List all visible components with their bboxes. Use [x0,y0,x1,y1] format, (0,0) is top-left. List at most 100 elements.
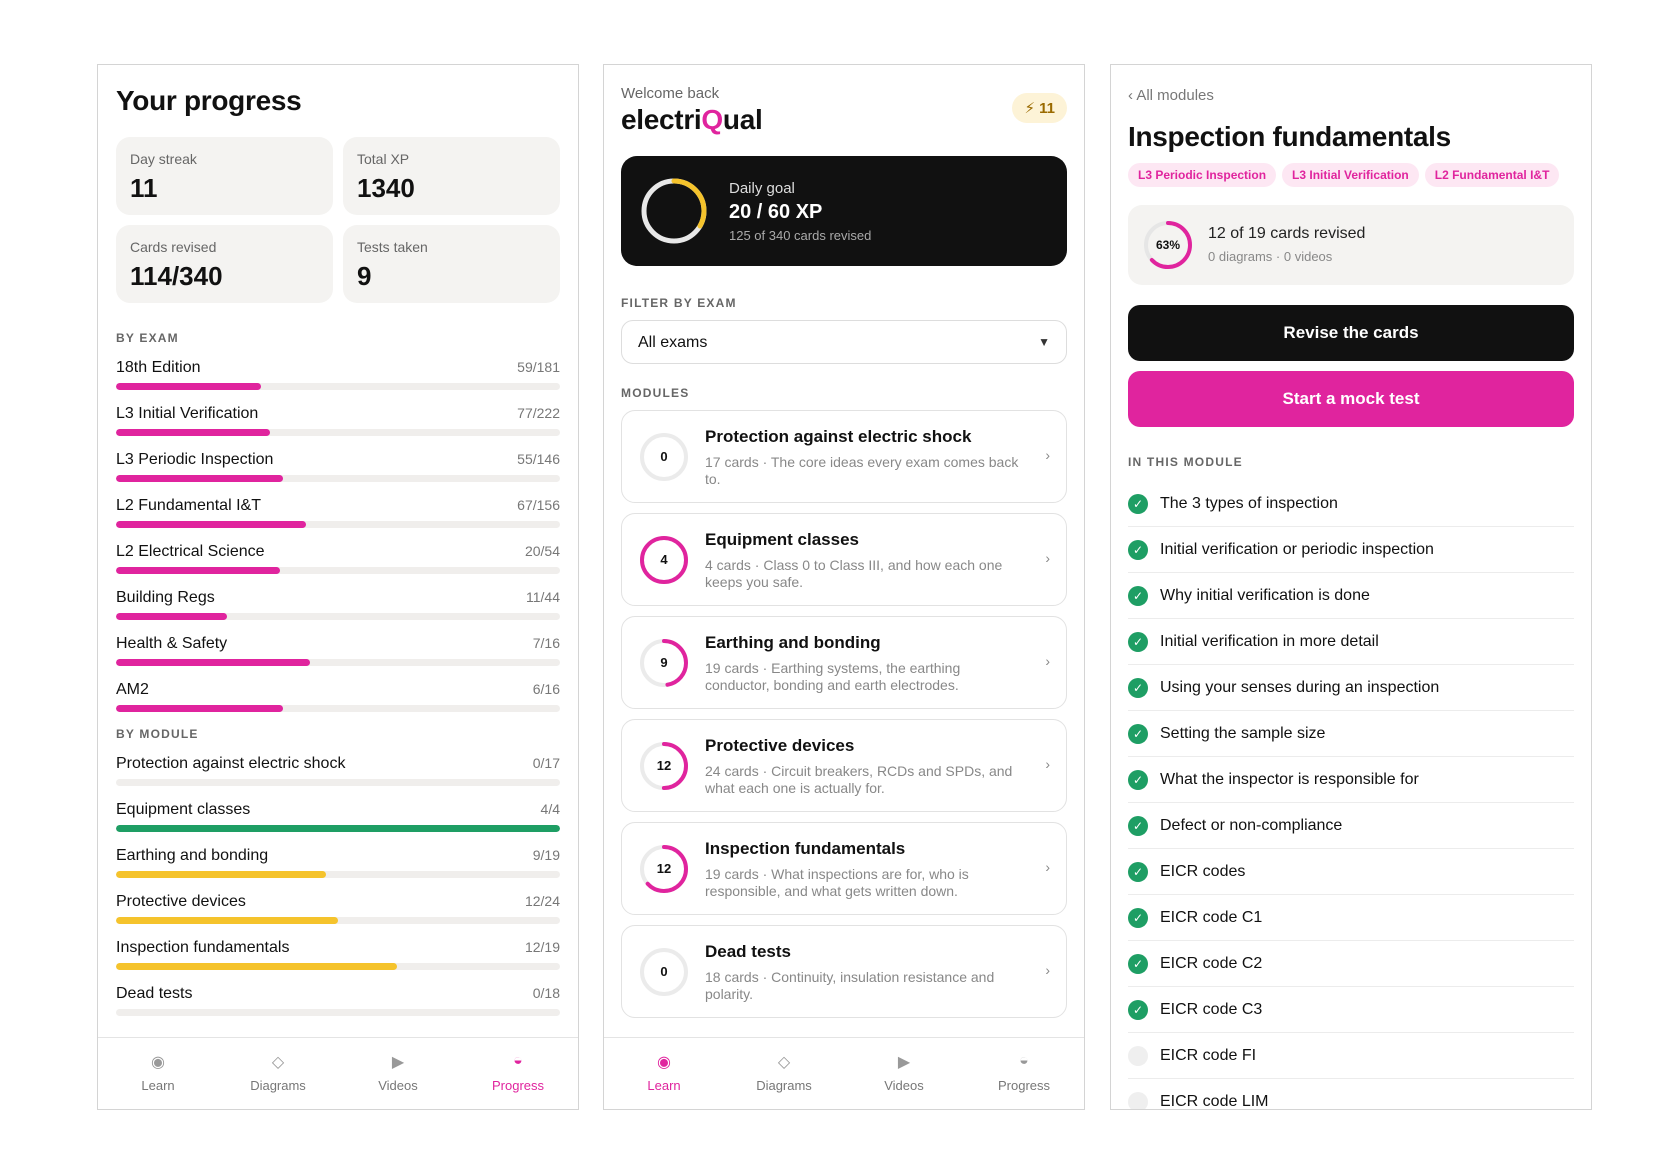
exam-tag[interactable]: L3 Periodic Inspection [1128,163,1277,187]
topic-item[interactable]: ✓ The 3 types of inspection [1128,481,1574,527]
topic-item[interactable]: ✓ Defect or non-compliance [1128,803,1574,849]
progress-bar-fill [116,383,261,390]
module-title: Inspection fundamentals [705,839,906,858]
check-icon: ✓ [1128,815,1148,836]
nav-label: Learn [647,1078,681,1093]
module-progress-row[interactable]: Equipment classes 4/4 [116,797,560,843]
exam-progress-row[interactable]: L3 Initial Verification 77/222 [116,401,560,447]
module-card[interactable]: 9 Earthing and bonding 19 cards · Earthing… [621,616,1067,709]
progress-icon: ◒ [513,1052,523,1069]
module-count: 12/24 [524,893,560,909]
stat-value: 114/340 [130,261,223,291]
chevron-right-icon: › [1045,859,1050,875]
module-card[interactable]: 12 Protective devices 24 cards · Circuit b… [621,719,1067,812]
exam-progress-row[interactable]: L2 Electrical Science 20/54 [116,539,560,585]
topic-name: The 3 types of inspection [1160,494,1338,512]
daily-goal-card[interactable]: Daily goal 20 / 60 XP 125 of 340 cards r… [621,156,1067,266]
topic-name: What the inspector is responsible for [1160,770,1419,788]
module-title: Protective devices [705,736,855,755]
module-card[interactable]: 0 Protection against electric shock 17 car… [621,410,1067,503]
chevron-right-icon: › [1045,653,1050,669]
module-name: Protection against electric shock [116,755,346,772]
chevron-right-icon: › [1045,962,1050,978]
topic-item[interactable]: ✓ EICR code C1 [1128,895,1574,941]
module-progress-row[interactable]: Earthing and bonding 9/19 [116,843,560,889]
nav-item-progress[interactable]: ◒ Progress [458,1038,578,1109]
module-progress-ring: 12 [640,845,688,893]
exam-count: 55/146 [517,451,560,467]
progress-icon: ◒ [1019,1052,1029,1069]
topic-name: Using your senses during an inspection [1160,678,1440,696]
chevron-right-icon: › [1045,447,1050,463]
topic-name: EICR codes [1160,862,1246,880]
nav-label: Diagrams [756,1078,812,1093]
module-progress-row[interactable]: Protection against electric shock 0/17 [116,751,560,797]
module-card[interactable]: 12 Inspection fundamentals 19 cards · What… [621,822,1067,915]
topic-item[interactable]: ✓ Why initial verification is done [1128,573,1574,619]
topic-item[interactable]: ✓ EICR codes [1128,849,1574,895]
exam-progress-row[interactable]: AM2 6/16 [116,677,560,723]
topic-item[interactable]: ✓ What the inspector is responsible for [1128,757,1574,803]
nav-item-progress[interactable]: ◒ Progress [964,1038,1084,1109]
nav-item-diagrams[interactable]: ◇ Diagrams [218,1038,338,1109]
module-progress-row[interactable]: Dead tests 0/18 [116,981,560,1027]
module-progress-row[interactable]: Inspection fundamentals 12/19 [116,935,560,981]
exam-progress-row[interactable]: 18th Edition 59/181 [116,355,560,401]
exam-progress-row[interactable]: L2 Fundamental I&T 67/156 [116,493,560,539]
progress-bar-fill [116,567,281,574]
progress-bar-fill [116,613,227,620]
exam-count: 7/16 [532,635,560,651]
nav-item-learn[interactable]: ◉ Learn [98,1038,218,1109]
topic-item[interactable]: EICR code LIM [1128,1079,1574,1109]
exam-progress-row[interactable]: Building Regs 11/44 [116,585,560,631]
module-summary-card: 63% 12 of 19 cards revised 0 diagrams · … [1128,205,1574,285]
progress-bar-fill [116,825,560,832]
module-title: Protection against electric shock [705,427,972,446]
stat-label: Cards revised [130,239,217,255]
topic-name: Why initial verification is done [1160,586,1370,604]
nav-item-learn[interactable]: ◉ Learn [604,1038,724,1109]
daily-goal-ring [641,178,707,244]
topic-item[interactable]: ✓ Initial verification in more detail [1128,619,1574,665]
topic-item[interactable]: ✓ Initial verification or periodic inspec… [1128,527,1574,573]
empty-circle-icon [1128,1045,1148,1066]
check-icon: ✓ [1128,769,1148,790]
topic-name: Initial verification or periodic inspect… [1160,540,1434,558]
topic-item[interactable]: ✓ Setting the sample size [1128,711,1574,757]
back-link[interactable]: ‹ All modules [1128,87,1214,104]
streak-badge[interactable]: ⚡ 11 [1012,93,1067,123]
nav-item-videos[interactable]: ▶ Videos [844,1038,964,1109]
exam-tag[interactable]: L2 Fundamental I&T [1424,163,1560,187]
progress-bar-fill [116,659,311,666]
topic-item[interactable]: ✓ EICR code C3 [1128,987,1574,1033]
module-progress-row[interactable]: Protective devices 12/24 [116,889,560,935]
revise-cards-button[interactable]: Revise the cards [1128,305,1574,361]
chevron-right-icon: › [1045,756,1050,772]
topic-item[interactable]: ✓ EICR code C2 [1128,941,1574,987]
module-count: 0 [660,964,667,979]
check-icon: ✓ [1128,861,1148,882]
progress-bar [116,1009,560,1016]
module-title: Earthing and bonding [705,633,881,652]
progress-bar [116,871,560,878]
exam-progress-row[interactable]: Health & Safety 7/16 [116,631,560,677]
progress-bar [116,659,560,666]
nav-item-diagrams[interactable]: ◇ Diagrams [724,1038,844,1109]
start-mock-test-button[interactable]: Start a mock test [1128,371,1574,427]
topic-name: Setting the sample size [1160,724,1326,742]
exam-tag[interactable]: L3 Initial Verification [1282,163,1419,187]
module-card[interactable]: 0 Dead tests 18 cards · Continuity, insula… [621,925,1067,1018]
topic-item[interactable]: ✓ Using your senses during an inspection [1128,665,1574,711]
topic-list: ✓ The 3 types of inspection ✓ Initial verif… [1128,481,1574,1109]
exam-progress-row[interactable]: L3 Periodic Inspection 55/146 [116,447,560,493]
topic-name: EICR code C3 [1160,1000,1263,1018]
module-count: 4/4 [540,801,560,817]
nav-item-videos[interactable]: ▶ Videos [338,1038,458,1109]
topic-item[interactable]: EICR code FI [1128,1033,1574,1079]
stat-value: 1340 [357,173,415,203]
module-card[interactable]: 4 Equipment classes 4 cards · Class 0 to C… [621,513,1067,606]
exam-name: 18th Edition [116,359,201,376]
exam-filter-select[interactable]: All exams ▼ [621,320,1067,364]
exam-count: 11/44 [526,589,560,605]
empty-circle-icon [1128,1091,1148,1109]
